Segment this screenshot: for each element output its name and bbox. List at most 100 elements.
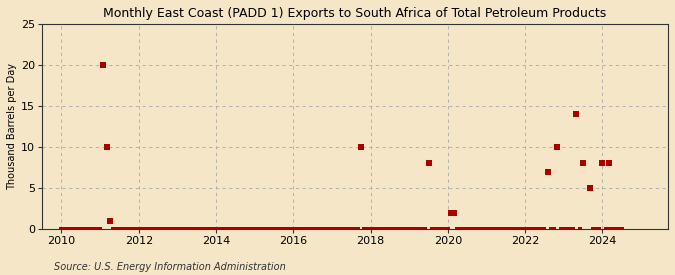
Point bbox=[275, 227, 286, 231]
Point bbox=[185, 227, 196, 231]
Point bbox=[616, 227, 627, 231]
Point bbox=[375, 227, 385, 231]
Point bbox=[88, 227, 99, 231]
Point bbox=[510, 227, 521, 231]
Point bbox=[442, 227, 453, 231]
Point bbox=[327, 227, 338, 231]
Point bbox=[484, 227, 495, 231]
Point bbox=[468, 227, 479, 231]
Point bbox=[281, 227, 292, 231]
Point bbox=[456, 227, 466, 231]
Point bbox=[449, 210, 460, 215]
Point bbox=[562, 227, 572, 231]
Point bbox=[369, 227, 379, 231]
Point bbox=[404, 227, 414, 231]
Point bbox=[507, 227, 518, 231]
Point bbox=[591, 227, 601, 231]
Point bbox=[278, 227, 289, 231]
Point bbox=[59, 227, 70, 231]
Point bbox=[220, 227, 231, 231]
Point bbox=[416, 227, 427, 231]
Point bbox=[365, 227, 376, 231]
Point bbox=[314, 227, 325, 231]
Point bbox=[603, 227, 614, 231]
Point bbox=[111, 227, 122, 231]
Point bbox=[307, 227, 318, 231]
Point bbox=[475, 227, 485, 231]
Point bbox=[78, 227, 89, 231]
Point bbox=[240, 227, 250, 231]
Point bbox=[381, 227, 392, 231]
Point bbox=[400, 227, 411, 231]
Point bbox=[259, 227, 270, 231]
Point bbox=[294, 227, 305, 231]
Point bbox=[358, 227, 369, 231]
Point bbox=[214, 227, 225, 231]
Point bbox=[165, 227, 176, 231]
Point bbox=[198, 227, 209, 231]
Point bbox=[63, 227, 74, 231]
Point bbox=[571, 112, 582, 116]
Point bbox=[429, 227, 440, 231]
Point bbox=[124, 227, 134, 231]
Point bbox=[462, 227, 472, 231]
Point bbox=[156, 227, 167, 231]
Point bbox=[471, 227, 482, 231]
Point bbox=[246, 227, 257, 231]
Point bbox=[513, 227, 524, 231]
Point bbox=[385, 227, 396, 231]
Point bbox=[452, 227, 463, 231]
Point bbox=[163, 227, 173, 231]
Point bbox=[191, 227, 202, 231]
Point bbox=[269, 227, 279, 231]
Point bbox=[551, 145, 562, 149]
Point bbox=[391, 227, 402, 231]
Point bbox=[333, 227, 344, 231]
Point bbox=[568, 227, 578, 231]
Point bbox=[436, 227, 447, 231]
Point bbox=[587, 227, 598, 231]
Point bbox=[597, 161, 608, 166]
Point bbox=[65, 227, 76, 231]
Point bbox=[545, 227, 556, 231]
Point bbox=[372, 227, 383, 231]
Point bbox=[317, 227, 327, 231]
Point bbox=[159, 227, 170, 231]
Point bbox=[458, 227, 469, 231]
Point bbox=[394, 227, 405, 231]
Point bbox=[207, 227, 218, 231]
Point bbox=[494, 227, 505, 231]
Point bbox=[121, 227, 132, 231]
Point bbox=[236, 227, 247, 231]
Point bbox=[92, 227, 103, 231]
Point bbox=[172, 227, 183, 231]
Point bbox=[285, 227, 296, 231]
Point bbox=[387, 227, 398, 231]
Point bbox=[378, 227, 389, 231]
Point bbox=[610, 227, 620, 231]
Point bbox=[520, 227, 531, 231]
Point bbox=[114, 227, 125, 231]
Point bbox=[533, 227, 543, 231]
Point bbox=[136, 227, 147, 231]
Point bbox=[420, 227, 431, 231]
Point bbox=[107, 227, 118, 231]
Point bbox=[410, 227, 421, 231]
Point bbox=[600, 227, 611, 231]
Point bbox=[549, 227, 560, 231]
Point bbox=[414, 227, 425, 231]
Point bbox=[146, 227, 157, 231]
Point bbox=[407, 227, 418, 231]
Point bbox=[585, 186, 595, 190]
Point bbox=[607, 227, 618, 231]
Point bbox=[233, 227, 244, 231]
Point bbox=[105, 219, 115, 223]
Point bbox=[227, 227, 238, 231]
Point bbox=[153, 227, 163, 231]
Point bbox=[182, 227, 192, 231]
Point bbox=[127, 227, 138, 231]
Point bbox=[291, 227, 302, 231]
Point bbox=[578, 161, 589, 166]
Text: Source: U.S. Energy Information Administration: Source: U.S. Energy Information Administ… bbox=[54, 262, 286, 272]
Point bbox=[330, 227, 341, 231]
